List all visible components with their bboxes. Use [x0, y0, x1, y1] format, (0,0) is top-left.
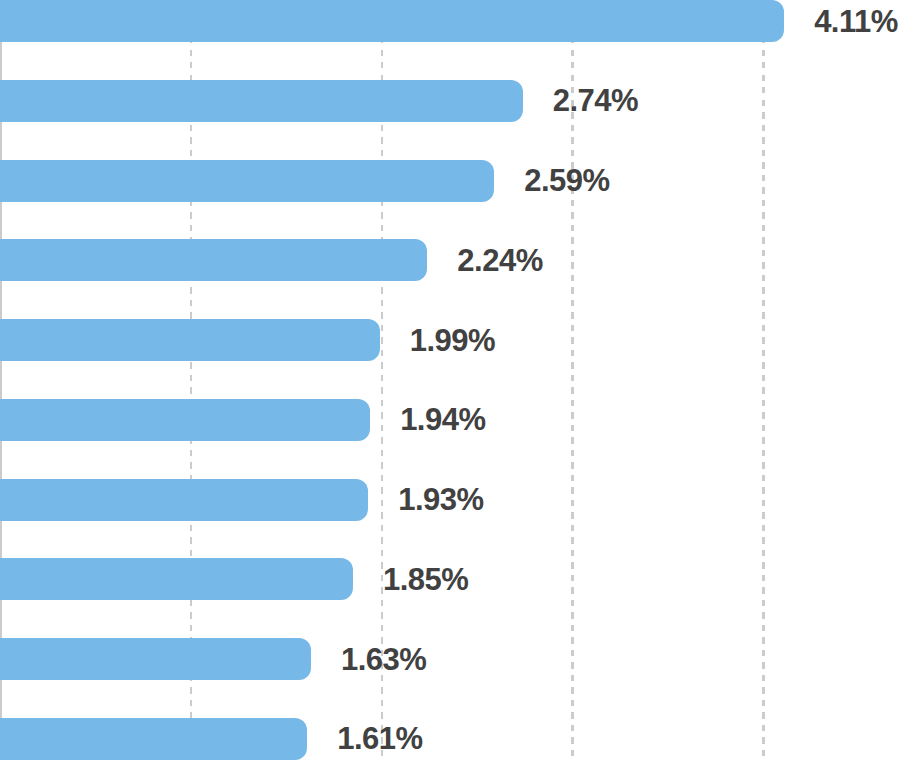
bar-value-label: 2.24% — [457, 245, 542, 276]
bar-value-label: 1.99% — [410, 325, 495, 356]
bar-row: 1.93% — [0, 479, 903, 521]
bar-value-label: 1.61% — [337, 723, 422, 754]
bar-row: 1.61% — [0, 718, 903, 760]
bar[interactable] — [0, 160, 494, 202]
bar[interactable] — [0, 638, 311, 680]
bar[interactable] — [0, 80, 523, 122]
bar-chart: 4.11% 2.74% 2.59% 2.24% 1.99% 1.94% 1.93% 1.85%… — [0, 0, 903, 760]
bar-row: 1.99% — [0, 319, 903, 361]
bar[interactable] — [0, 0, 784, 42]
bar-value-label: 2.59% — [524, 165, 609, 196]
bar[interactable] — [0, 718, 307, 760]
bar-value-label: 1.93% — [398, 484, 483, 515]
bar-rows: 4.11% 2.74% 2.59% 2.24% 1.99% 1.94% 1.93% 1.85%… — [0, 0, 903, 760]
bar-value-label: 2.74% — [553, 85, 638, 116]
bar-row: 2.59% — [0, 160, 903, 202]
bar-row: 2.74% — [0, 80, 903, 122]
bar-row: 4.11% — [0, 0, 903, 42]
bar-value-label: 4.11% — [814, 6, 898, 37]
bar-row: 2.24% — [0, 239, 903, 281]
bar[interactable] — [0, 399, 370, 441]
bar[interactable] — [0, 479, 368, 521]
bar-row: 1.94% — [0, 399, 903, 441]
bar-value-label: 1.63% — [341, 644, 426, 675]
bar-row: 1.85% — [0, 558, 903, 600]
bar-row: 1.63% — [0, 638, 903, 680]
bar[interactable] — [0, 558, 353, 600]
bar[interactable] — [0, 319, 380, 361]
bar-value-label: 1.94% — [400, 404, 485, 435]
bar-value-label: 1.85% — [383, 564, 468, 595]
bar[interactable] — [0, 239, 427, 281]
